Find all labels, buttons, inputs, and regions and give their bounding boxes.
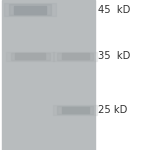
Bar: [61, 107, 88, 113]
Bar: [53, 105, 97, 115]
Bar: [6, 52, 54, 61]
Bar: [4, 3, 56, 16]
Bar: [57, 52, 93, 60]
Bar: [11, 52, 50, 60]
Bar: [61, 53, 88, 59]
Text: 45  kD: 45 kD: [98, 5, 131, 15]
Bar: [2, 0, 95, 150]
Bar: [15, 53, 45, 59]
Bar: [9, 4, 51, 15]
Bar: [57, 106, 93, 114]
Bar: [53, 52, 97, 61]
Text: 35  kD: 35 kD: [98, 51, 131, 61]
Text: 25 kD: 25 kD: [98, 105, 128, 115]
Bar: [14, 6, 46, 14]
